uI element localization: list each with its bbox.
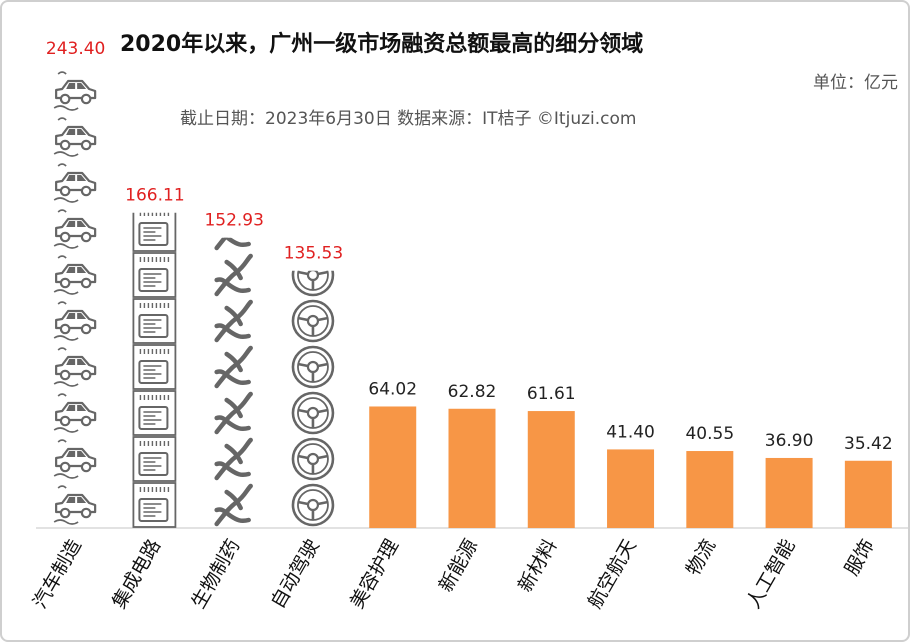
dna-icon (214, 483, 253, 527)
chip-icon (132, 252, 177, 298)
bar (369, 406, 417, 528)
value-label: 35.42 (844, 434, 893, 454)
bar (527, 411, 575, 528)
value-label: 61.61 (527, 384, 576, 404)
chip-icon (132, 212, 177, 252)
dna-icon (214, 253, 253, 297)
car-icon (53, 393, 97, 433)
car-icon (53, 347, 97, 387)
steering-wheel-icon (291, 345, 335, 389)
bar (448, 408, 496, 528)
dna-icon (214, 437, 253, 481)
dna-icon (214, 345, 253, 389)
value-label: 36.90 (765, 431, 814, 451)
dna-icon (214, 391, 253, 435)
pictograph-bar (132, 212, 177, 528)
car-icon (53, 439, 97, 479)
car-icon (53, 163, 97, 203)
bar (607, 449, 655, 528)
chip-icon (132, 436, 177, 482)
category-label: 汽车制造 (29, 536, 86, 613)
pictograph-bar (214, 237, 253, 527)
category-label: 新能源 (435, 536, 483, 596)
value-label: 152.93 (204, 211, 263, 231)
chip-icon (132, 390, 177, 436)
chip-icon (132, 482, 177, 528)
category-label: 生物制药 (187, 536, 244, 613)
steering-wheel-icon (291, 437, 335, 481)
unit-label: 单位：亿元 (813, 73, 898, 93)
source-label: 截止日期：2023年6月30日 数据来源：IT桔子 ©Itjuzi.com (180, 109, 637, 129)
car-icon (53, 117, 97, 157)
steering-wheel-icon (291, 270, 335, 297)
dna-icon (214, 299, 253, 343)
category-label: 人工智能 (742, 536, 799, 613)
steering-wheel-icon (291, 391, 335, 435)
chip-icon (132, 298, 177, 344)
pictograph-bar (291, 270, 335, 527)
chart-title: 2020年以来，广州一级市场融资总额最高的细分领域 (120, 32, 644, 57)
bar (686, 451, 734, 528)
chip-icon (132, 344, 177, 390)
car-icon (53, 255, 97, 295)
category-label: 航空航天 (584, 536, 641, 613)
car-icon (53, 485, 97, 525)
car-icon (53, 209, 97, 249)
category-label: 美容护理 (346, 536, 403, 613)
category-label: 新材料 (514, 536, 562, 596)
car-icon (53, 301, 97, 341)
value-label: 62.82 (448, 382, 497, 402)
category-label: 服饰 (841, 536, 879, 580)
bar (765, 457, 813, 528)
car-icon (53, 71, 97, 111)
value-label: 64.02 (368, 379, 417, 399)
value-label: 40.55 (685, 424, 734, 444)
steering-wheel-icon (291, 299, 335, 343)
pictograph-bar (53, 71, 97, 525)
value-label: 243.40 (46, 39, 105, 59)
value-label: 135.53 (284, 244, 343, 264)
bar (844, 460, 892, 528)
dna-icon (214, 237, 251, 251)
category-label: 物流 (682, 536, 720, 580)
category-label: 自动驾驶 (267, 536, 324, 613)
value-label: 166.11 (125, 186, 184, 206)
value-label: 41.40 (606, 422, 655, 442)
category-label: 集成电路 (108, 536, 165, 613)
steering-wheel-icon (291, 483, 335, 527)
